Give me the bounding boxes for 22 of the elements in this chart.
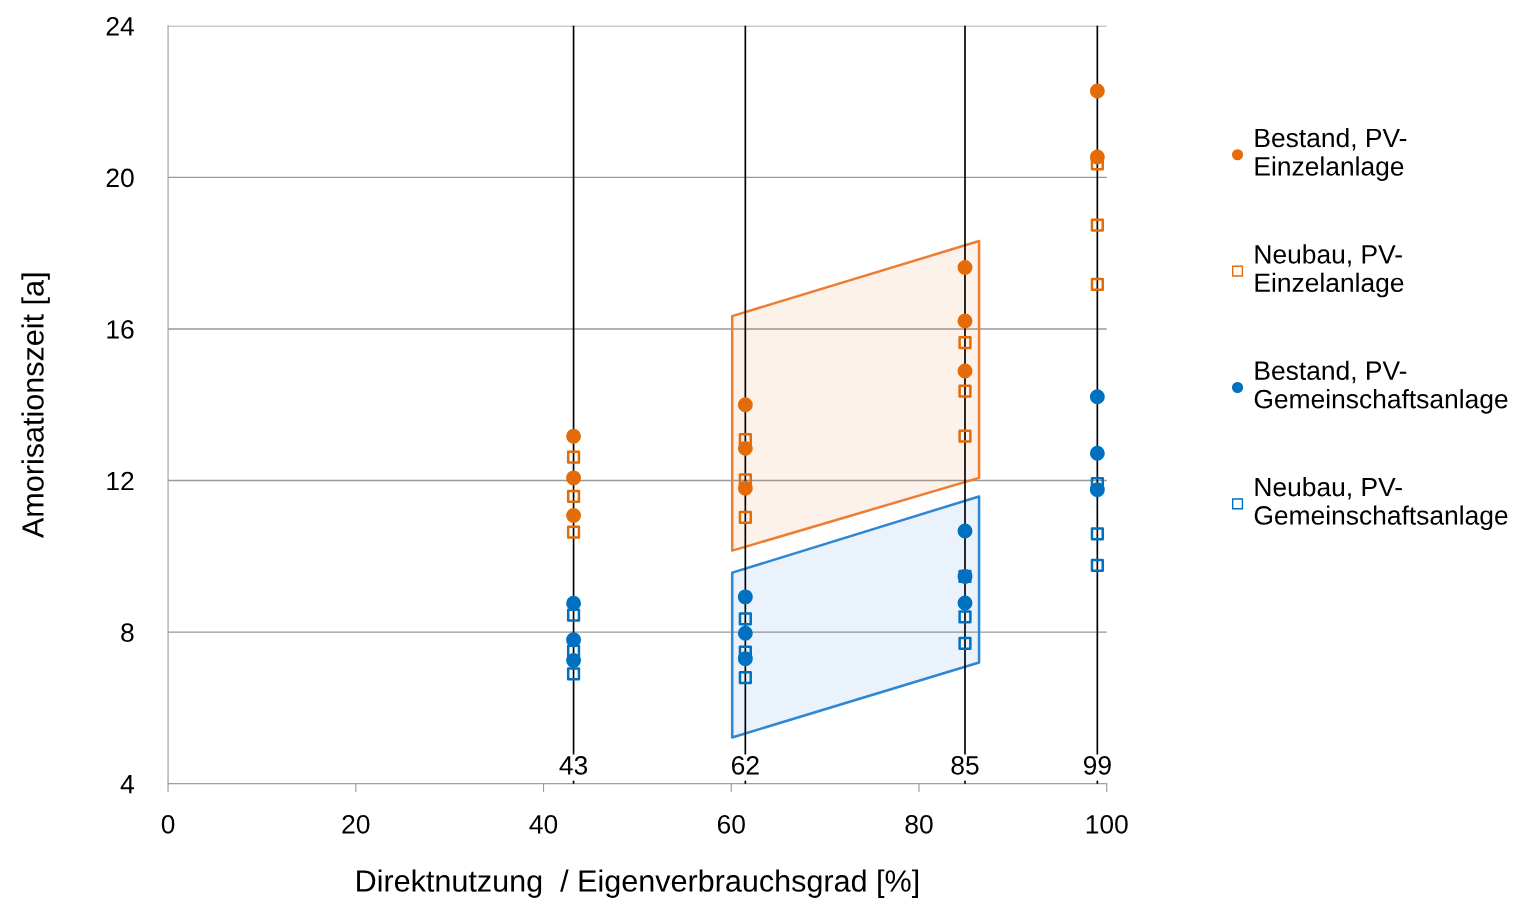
- y-tick-label: 20: [106, 168, 134, 188]
- ref-line-label: 43: [559, 756, 588, 775]
- x-tick-label: 60: [717, 814, 745, 834]
- y-tick-label: 8: [121, 623, 134, 642]
- x-tick-label: 20: [342, 814, 370, 834]
- ref-line-label: 99: [1083, 756, 1111, 775]
- legend-label: Neubau, PV- Einzelanlage: [1255, 244, 1404, 298]
- x-tick-label: 0: [161, 814, 175, 834]
- y-tick-label: 4: [120, 775, 134, 794]
- y-tick-label: 16: [107, 320, 134, 339]
- x-tick-label: 40: [529, 814, 558, 834]
- legend-label: Bestand, PV- Einzelanlage: [1255, 127, 1407, 181]
- legend-label: Neubau, PV- Gemeinschaftsanlage: [1254, 476, 1508, 531]
- ref-line-label: 85: [951, 756, 979, 775]
- x-tick-label: 100: [1086, 814, 1128, 834]
- x-tick-label: 80: [905, 814, 933, 834]
- legend-label: Bestand, PV- Gemeinschaftsanlage: [1254, 360, 1508, 414]
- x-axis-title: Direktnutzung / Eigenverbrauchsgrad [%]: [357, 869, 919, 898]
- y-tick-label: 12: [107, 471, 134, 491]
- y-tick-label: 24: [106, 16, 134, 36]
- y-axis-title: Amorisationszeit [a]: [21, 273, 50, 538]
- ref-line-label: 62: [732, 756, 759, 775]
